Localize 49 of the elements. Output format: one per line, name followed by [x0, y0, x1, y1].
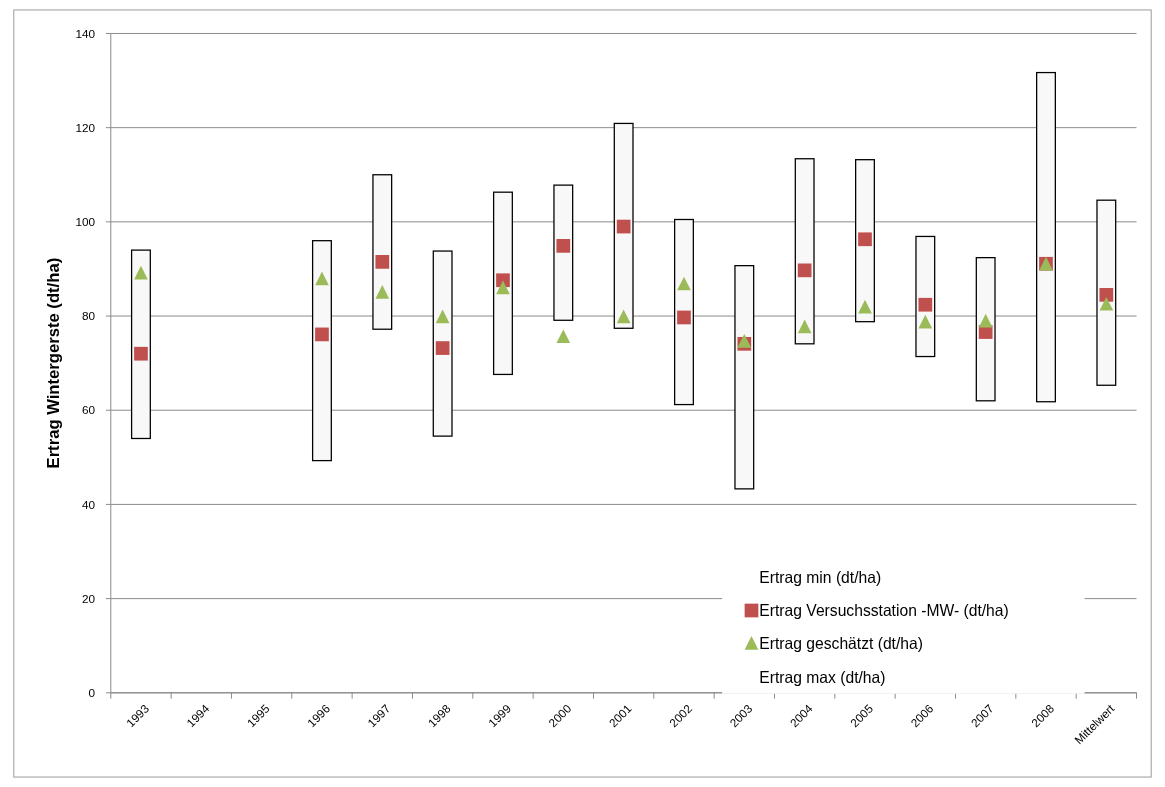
point — [797, 319, 812, 334]
bar — [613, 122, 634, 329]
bar — [432, 250, 453, 437]
y-tick-label: 20 — [82, 591, 96, 605]
point — [616, 219, 631, 234]
point — [918, 297, 933, 312]
bar — [553, 184, 574, 321]
point — [858, 232, 872, 247]
point — [1099, 287, 1114, 302]
y-tick-label: 60 — [82, 403, 96, 417]
bar — [1096, 199, 1117, 386]
y-tick-label: 40 — [82, 497, 96, 511]
point — [797, 263, 812, 278]
bar — [372, 174, 393, 330]
bar — [855, 159, 875, 323]
point — [375, 255, 390, 269]
point — [556, 239, 571, 253]
point — [375, 285, 390, 299]
bar — [734, 265, 755, 490]
point — [616, 309, 631, 324]
bar — [311, 240, 332, 462]
point — [556, 329, 571, 344]
annotation: Ertrag min (dt/ha) — [759, 568, 882, 586]
point — [496, 280, 510, 295]
y-tick-label: 120 — [75, 120, 96, 134]
bar — [794, 158, 815, 345]
point — [134, 346, 148, 361]
bar — [492, 191, 513, 376]
point — [978, 313, 993, 328]
point — [918, 314, 933, 329]
point — [315, 271, 329, 286]
point — [435, 309, 450, 324]
legend-label: Ertrag Versuchsstation -MW- (dt/ha) — [759, 601, 1009, 619]
annotation: Ertrag max (dt/ha) — [759, 668, 886, 686]
bar — [673, 218, 694, 406]
bar — [1036, 71, 1056, 403]
legend-label: Ertrag geschätzt (dt/ha) — [759, 635, 923, 653]
point — [315, 327, 329, 342]
point — [677, 310, 691, 325]
y-tick-label: 80 — [82, 309, 96, 323]
point — [134, 265, 148, 280]
y-tick-label: 0 — [88, 685, 96, 699]
y-tick-label: 140 — [75, 26, 96, 40]
bar — [130, 249, 151, 440]
bar — [975, 257, 996, 402]
y-tick-label: 100 — [75, 214, 96, 228]
point — [435, 341, 450, 355]
point — [1099, 296, 1114, 311]
y-axis-title: Ertrag Wintergerste (dt/ha) — [43, 257, 63, 469]
